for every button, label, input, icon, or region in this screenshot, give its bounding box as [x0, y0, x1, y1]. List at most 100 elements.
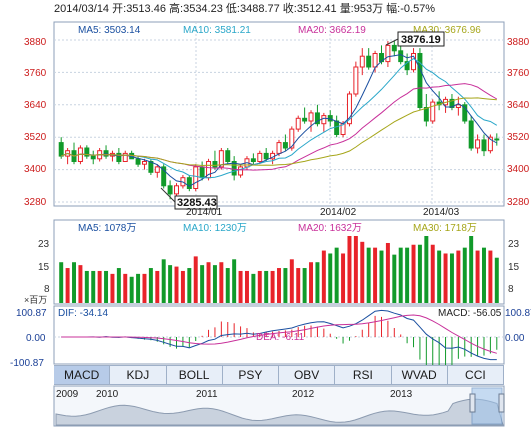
tab-boll[interactable]: BOLL	[167, 366, 223, 384]
price-ma30-label: MA30: 3676.96	[413, 25, 481, 36]
overview-area	[55, 398, 504, 426]
volume-bar-up	[321, 250, 326, 303]
date-label-2014-02: 2014/02	[320, 207, 357, 218]
min-price-annotation: 3285.43	[177, 197, 217, 209]
volume-bar-up	[296, 268, 301, 303]
volume-bar-down	[462, 247, 467, 303]
tab-psy[interactable]: PSY	[223, 366, 279, 384]
volume-bar-down	[187, 268, 192, 303]
candle-down	[468, 120, 474, 149]
tab-obv[interactable]: OBV	[279, 366, 336, 384]
volume-bar-up	[110, 273, 115, 303]
y-tick-right-3640: 3640	[507, 100, 530, 111]
price-ma10-label: MA10: 3581.21	[183, 25, 251, 36]
macd-label: MACD: -56.05	[438, 308, 502, 319]
vol-ma30-label: MA30: 1718万	[413, 223, 477, 234]
overview-left-handle	[469, 393, 476, 413]
volume-bar-down	[161, 259, 166, 303]
vol-tick-right-15: 15	[508, 262, 520, 273]
candle-down	[225, 150, 231, 162]
tab-kdj[interactable]: KDJ	[110, 366, 167, 384]
volume-bar-up	[430, 244, 435, 303]
volume-unit: ×百万	[24, 295, 47, 305]
price-ma5-label: MA5: 3503.14	[78, 25, 141, 36]
volume-bar-up	[411, 244, 416, 303]
volume-bar-down	[302, 268, 307, 303]
macd-tick-left-bottom: -100.87	[10, 358, 44, 369]
vol-ma5-label: MA5: 1078万	[78, 223, 136, 234]
tab-macd[interactable]: MACD	[54, 366, 111, 384]
candle-down	[186, 177, 192, 189]
volume-bar-down	[104, 270, 109, 303]
volume-bar-down	[168, 265, 173, 303]
tab-cci[interactable]: CCI	[448, 366, 504, 384]
candle-up	[455, 104, 461, 109]
candle-up	[359, 55, 365, 68]
volume-bar-up	[244, 270, 249, 303]
candle-down	[263, 152, 269, 160]
candle-down	[161, 166, 167, 187]
volume-bar-down	[398, 247, 403, 303]
candle-up	[346, 93, 352, 125]
dif-line	[61, 309, 497, 361]
candle-up	[353, 66, 359, 95]
volume-bar-up	[78, 265, 83, 303]
max-price-annotation: 3876.19	[401, 34, 441, 46]
tab-wvad[interactable]: WVAD	[392, 366, 448, 384]
volume-bar-up	[142, 273, 147, 303]
candle-up	[487, 136, 493, 152]
price-panel	[53, 21, 505, 207]
macd-tick-left-top: 100.87	[16, 308, 47, 319]
macd-tick-left-zero: 0.00	[26, 333, 46, 344]
volume-bar-up	[65, 268, 70, 303]
volume-bar-down	[225, 268, 230, 303]
candle-down	[391, 44, 397, 52]
y-tick-left-3640: 3640	[24, 100, 47, 111]
volume-bar-up	[309, 262, 314, 303]
candle-down	[212, 161, 218, 168]
volume-bar-up	[360, 241, 365, 303]
volume-bar-up	[206, 262, 211, 303]
volume-bar-up	[289, 259, 294, 303]
volume-bar-up	[97, 270, 102, 303]
candle-up	[154, 166, 160, 173]
candle-up	[276, 142, 282, 154]
volume-bar-down	[328, 253, 333, 303]
y-tick-left-3760: 3760	[24, 68, 47, 79]
header-info: 2014/03/14 开:3513.46 高:3534.23 低:3488.77…	[54, 1, 435, 15]
vol-ma20-label: MA20: 1632万	[298, 223, 362, 234]
candle-down	[481, 139, 487, 152]
volume-bar-up	[277, 268, 281, 303]
volume-bar-down	[116, 268, 121, 303]
volume-bar-down	[251, 273, 256, 303]
volume-panel	[53, 219, 505, 305]
volume-bar-down	[129, 276, 134, 303]
y-tick-right-3520: 3520	[507, 132, 530, 143]
candle-up	[193, 166, 199, 189]
candle-down	[398, 50, 404, 63]
candle-down	[494, 138, 500, 141]
volume-bar-up	[180, 270, 185, 303]
min-price-box	[174, 195, 218, 210]
volume-bar-down	[200, 265, 205, 303]
volume-bar-up	[341, 253, 346, 303]
candle-up	[308, 112, 314, 122]
candle-down	[135, 158, 141, 165]
vol-ma10-label: MA10: 1230万	[183, 223, 247, 234]
candle-down	[417, 53, 423, 108]
macd-tick-right-zero: 0.00	[505, 333, 525, 344]
candle-up	[289, 128, 295, 149]
price-ma30-line	[61, 97, 497, 167]
volume-bar-up	[385, 242, 390, 303]
volume-bar-down	[264, 270, 269, 303]
volume-bar-down	[136, 273, 141, 303]
y-tick-right-3880: 3880	[507, 37, 530, 48]
volume-bar-up	[270, 270, 275, 303]
tab-rsi[interactable]: RSI	[335, 366, 392, 384]
volume-bar-down	[315, 262, 320, 303]
candle-up	[141, 161, 147, 165]
volume-bar-up	[475, 250, 480, 303]
year-label-2010: 2010	[96, 389, 119, 400]
y-tick-left-3280: 3280	[24, 197, 47, 208]
candle-down	[231, 161, 237, 176]
